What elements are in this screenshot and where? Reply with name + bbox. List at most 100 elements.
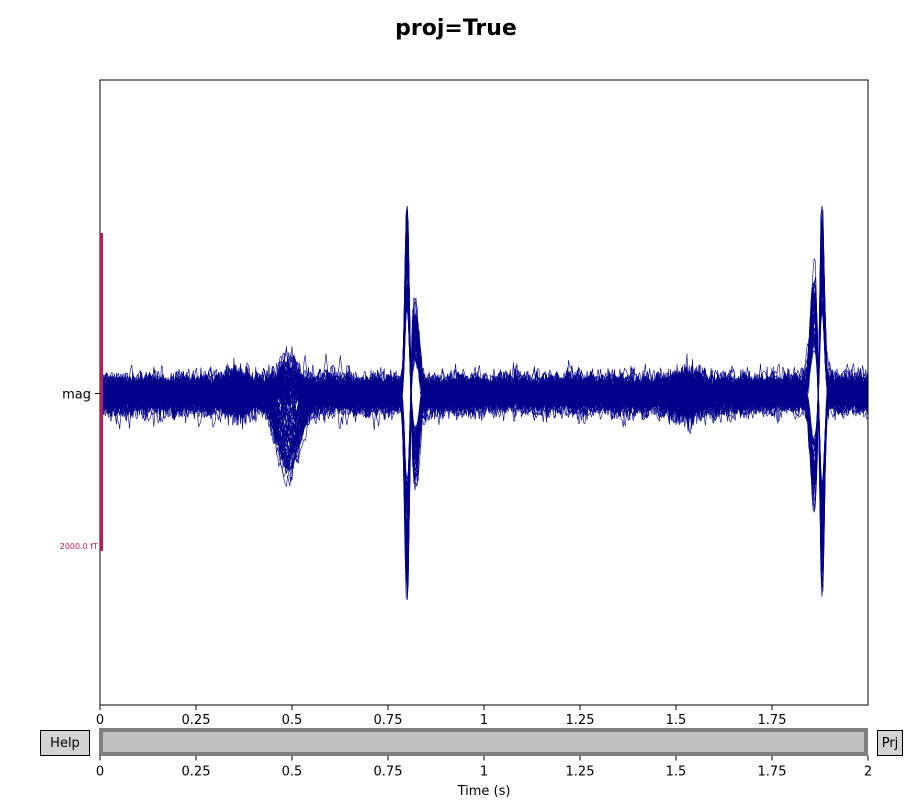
y-tick-group: mag bbox=[62, 388, 100, 403]
x-tick-label: 1.25 bbox=[566, 713, 595, 728]
trace-line bbox=[100, 315, 868, 532]
trace-line bbox=[100, 205, 868, 512]
trace-line bbox=[100, 282, 868, 593]
trace-line bbox=[100, 232, 868, 476]
scrollbar-x-tick-label: 0 bbox=[96, 765, 104, 780]
figure-title: proj=True bbox=[395, 16, 517, 41]
scrollbar-thumb[interactable] bbox=[99, 728, 868, 756]
trace-line bbox=[100, 244, 868, 478]
trace-line bbox=[100, 281, 868, 462]
trace-line bbox=[100, 258, 868, 467]
trace-line bbox=[100, 260, 868, 468]
x-tick-label: 0 bbox=[96, 713, 104, 728]
trace-line bbox=[100, 222, 868, 508]
trace-line bbox=[100, 320, 868, 531]
help-button[interactable]: Help bbox=[40, 730, 90, 756]
trace-line bbox=[100, 287, 868, 452]
trace-line bbox=[100, 259, 868, 467]
trace-line bbox=[100, 262, 868, 458]
trace-line bbox=[100, 297, 868, 583]
scrollbar-tick-group: 0 0.25 0.5 0.75 1 1.25 1.5 1.75 2 bbox=[96, 755, 872, 780]
scrollbar-x-tick-label: 2 bbox=[864, 765, 872, 780]
scrollbar-xlabel: Time (s) bbox=[457, 784, 511, 799]
trace-line bbox=[100, 221, 868, 482]
trace-line bbox=[100, 302, 868, 562]
trace-line bbox=[100, 205, 868, 501]
trace-line bbox=[100, 303, 868, 588]
trace-line bbox=[100, 205, 868, 513]
trace-line bbox=[100, 250, 868, 467]
trace-line bbox=[100, 212, 868, 493]
trace-line bbox=[100, 260, 868, 473]
scrollbar-axes: 0 0.25 0.5 0.75 1 1.25 1.5 1.75 2 Time (s) bbox=[96, 728, 872, 799]
trace-line bbox=[100, 263, 868, 472]
trace-line bbox=[100, 280, 868, 588]
scrollbar-x-tick-label: 0.5 bbox=[282, 765, 303, 780]
trace-line bbox=[100, 218, 868, 483]
trace-line bbox=[100, 242, 868, 473]
scrollbar-x-tick-label: 1 bbox=[480, 765, 488, 780]
trace-line bbox=[100, 209, 868, 497]
trace-line bbox=[100, 210, 868, 485]
scale-bar-label: 2000.0 fT bbox=[60, 542, 98, 551]
trace-line bbox=[100, 276, 868, 601]
trace-line bbox=[100, 223, 868, 486]
trace-line bbox=[100, 271, 868, 460]
trace-line bbox=[100, 245, 868, 484]
scrollbar-x-tick-label: 0.75 bbox=[374, 765, 403, 780]
trace-line bbox=[100, 305, 868, 443]
x-tick-label: 1.5 bbox=[666, 713, 687, 728]
x-tick-label: 0.5 bbox=[282, 713, 303, 728]
trace-line bbox=[100, 249, 868, 472]
trace-line bbox=[100, 205, 868, 491]
trace-line bbox=[100, 292, 868, 556]
trace-line bbox=[100, 215, 868, 482]
trace-line bbox=[100, 310, 868, 538]
x-tick-label: 1.75 bbox=[758, 713, 787, 728]
trace-line bbox=[100, 301, 868, 567]
y-tick-label: mag bbox=[62, 388, 91, 403]
scrollbar-x-tick-label: 1.75 bbox=[758, 765, 787, 780]
x-tick-group: 0 0.25 0.5 0.75 1 1.25 1.5 1.75 bbox=[96, 705, 787, 728]
trace-line bbox=[100, 243, 868, 480]
trace-line bbox=[100, 299, 868, 597]
trace-line bbox=[100, 245, 868, 482]
trace-line bbox=[100, 257, 868, 476]
trace-line bbox=[100, 255, 868, 478]
trace-group bbox=[100, 205, 868, 601]
trace-line bbox=[100, 288, 868, 571]
trace-line bbox=[100, 222, 868, 496]
trace-line bbox=[100, 283, 868, 601]
trace-line bbox=[100, 248, 868, 480]
trace-line bbox=[100, 303, 868, 562]
trace-line bbox=[100, 302, 868, 555]
scrollbar-x-tick-label: 1.5 bbox=[666, 765, 687, 780]
x-tick-label: 1 bbox=[480, 713, 488, 728]
trace-line bbox=[100, 289, 868, 588]
trace-line bbox=[100, 292, 868, 554]
trace-line bbox=[100, 254, 868, 482]
trace-line bbox=[100, 227, 868, 485]
x-tick-label: 0.75 bbox=[374, 713, 403, 728]
main-axes: 2000.0 fT mag 0 0.25 0.5 0.75 1 1.25 1.5 1.75 bbox=[60, 79, 869, 728]
trace-line bbox=[100, 271, 868, 470]
scrollbar-x-tick-label: 0.25 bbox=[182, 765, 211, 780]
trace-line bbox=[100, 287, 868, 572]
trace-line bbox=[100, 286, 868, 593]
trace-line bbox=[100, 332, 868, 515]
trace-line bbox=[100, 313, 868, 538]
trace-line bbox=[100, 224, 868, 483]
trace-line bbox=[100, 236, 868, 479]
trace-line bbox=[100, 311, 868, 536]
trace-line bbox=[100, 306, 868, 548]
trace-line bbox=[100, 313, 868, 545]
x-tick-label: 0.25 bbox=[182, 713, 211, 728]
trace-line bbox=[100, 249, 868, 468]
projector-button[interactable]: Prj bbox=[877, 730, 903, 756]
trace-line bbox=[100, 315, 868, 538]
trace-line bbox=[100, 237, 868, 477]
trace-line bbox=[100, 314, 868, 544]
scrollbar-x-tick-label: 1.25 bbox=[566, 765, 595, 780]
trace-line bbox=[100, 337, 868, 512]
